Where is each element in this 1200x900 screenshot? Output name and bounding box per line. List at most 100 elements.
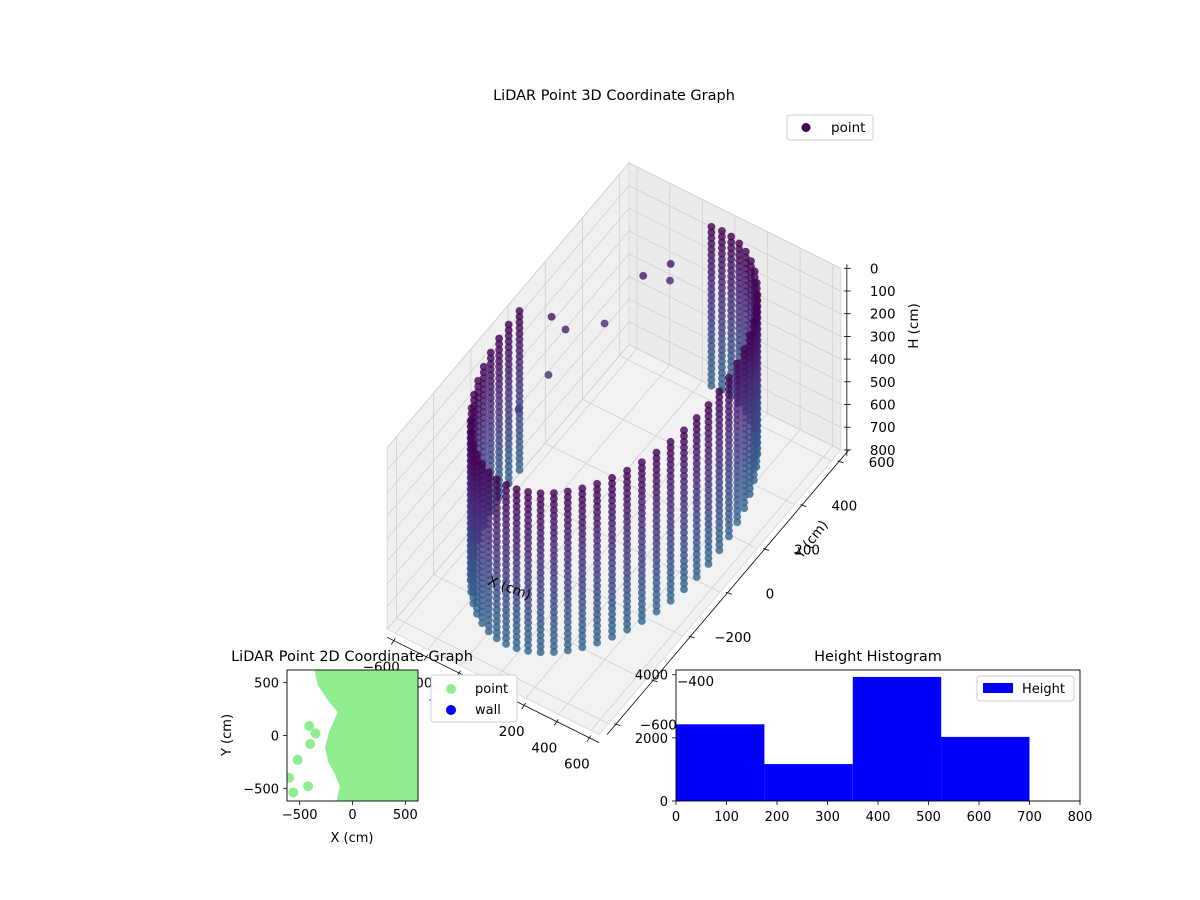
x-tick [553, 719, 559, 726]
point-marker [536, 648, 545, 657]
y-tick [763, 548, 770, 551]
point-marker [639, 271, 648, 280]
point-marker [547, 312, 556, 321]
point-marker [514, 405, 523, 414]
legend-label-height: Height [1022, 682, 1065, 697]
y-tick-label: 2000 [635, 732, 668, 747]
point-marker [310, 728, 321, 739]
chart-2d-xlabel: X (cm) [331, 831, 374, 846]
legend-swatch-height [983, 683, 1013, 693]
x-tick-label: 0 [672, 810, 680, 825]
legend-label-point: point [831, 120, 865, 136]
point-marker [524, 646, 533, 655]
y-tick-label: 0 [660, 795, 668, 810]
point-marker [478, 619, 487, 628]
point-marker [637, 617, 646, 626]
legend-label-wall: wall [475, 703, 501, 718]
y-tick [837, 460, 844, 464]
point-marker [502, 639, 511, 648]
point-marker [593, 638, 602, 647]
z-tick-label: 0 [870, 261, 879, 277]
point-marker [608, 632, 617, 641]
x-tick-label: 200 [765, 810, 790, 825]
chart-2d-ylabel: Y (cm) [220, 714, 235, 757]
point-marker [304, 721, 315, 731]
point-marker [740, 504, 749, 513]
x-tick-label: 300 [815, 810, 840, 825]
y-tick [725, 591, 733, 595]
x-tick-label: 800 [1068, 810, 1093, 825]
point-marker [623, 625, 632, 634]
point-marker [512, 644, 521, 653]
y-tick-label: 0 [766, 586, 775, 602]
point-marker [733, 518, 742, 527]
legend-marker-point [801, 123, 811, 132]
chart-2d-legend: point wall [430, 674, 518, 723]
z-tick-label: 500 [870, 375, 896, 391]
point-marker [492, 634, 501, 643]
legend-frame [786, 114, 874, 141]
z-tick-label: 700 [870, 420, 896, 436]
z-tick-label: 400 [870, 352, 896, 368]
gridline-h [386, 185, 842, 471]
y-tick-label: 0 [271, 730, 279, 745]
point-marker [578, 643, 587, 652]
x-tick-label: 600 [967, 810, 992, 825]
chart-3d-legend: point [786, 114, 874, 141]
point-marker [652, 607, 661, 616]
chart-2d: LiDAR Point 2D Coordinate Graph −500 0 500… [220, 649, 518, 846]
y-tick-label: −200 [714, 630, 751, 646]
point-marker [692, 572, 701, 581]
point-marker [303, 781, 314, 792]
chart-2d-title: LiDAR Point 2D Coordinate Graph [231, 649, 473, 665]
point-marker [563, 646, 572, 655]
y-tick [688, 635, 695, 639]
x-tick-label: 600 [564, 757, 590, 773]
z-tick-label: 200 [870, 307, 896, 323]
point-marker [600, 319, 609, 328]
point-marker [287, 772, 295, 783]
histogram-bar [852, 676, 942, 801]
x-tick-label: 100 [714, 810, 739, 825]
y-tick-label: −600 [640, 718, 677, 734]
z-tick-label: 300 [870, 329, 896, 345]
point-marker [704, 559, 713, 568]
chart-3d: LiDAR Point 3D Coordinate Graph −600 −400… [363, 88, 922, 773]
point-marker [288, 787, 299, 798]
y-tick [614, 723, 621, 727]
y-tick-label: 4000 [635, 669, 668, 684]
point-marker [715, 546, 724, 555]
x-tick-label: 0 [348, 808, 356, 823]
y-tick-label: −400 [677, 674, 714, 690]
z-tick-label: 100 [870, 284, 896, 300]
point-marker [549, 648, 558, 657]
histogram-legend: Height [976, 675, 1075, 702]
point-marker [680, 585, 689, 594]
y-tick-label: 600 [869, 455, 895, 471]
x-tick [390, 638, 396, 645]
x-tick-label: −500 [282, 808, 318, 823]
y-tick [800, 504, 807, 508]
histogram-bar [676, 724, 765, 801]
gridline-h [386, 207, 842, 494]
x-tick-label: 700 [1017, 810, 1042, 825]
legend-frame [976, 675, 1075, 702]
x-tick-label: 500 [916, 810, 941, 825]
x-tick [423, 654, 429, 661]
point-marker [561, 325, 570, 334]
y-tick-label: 200 [794, 542, 820, 558]
x-tick [586, 735, 592, 742]
point-marker [305, 739, 316, 749]
y-tick [651, 679, 658, 683]
z-tick-label: 800 [870, 443, 896, 459]
y-axis-line [606, 449, 850, 735]
x-tick-label: 400 [531, 740, 557, 756]
point-marker [484, 627, 493, 636]
point-marker [666, 596, 675, 605]
gridline-h [386, 162, 842, 448]
z-tick-label: 600 [870, 398, 896, 414]
x-tick-label: 500 [393, 808, 418, 823]
y-tick-label: 400 [831, 499, 857, 515]
point-marker [544, 370, 553, 379]
